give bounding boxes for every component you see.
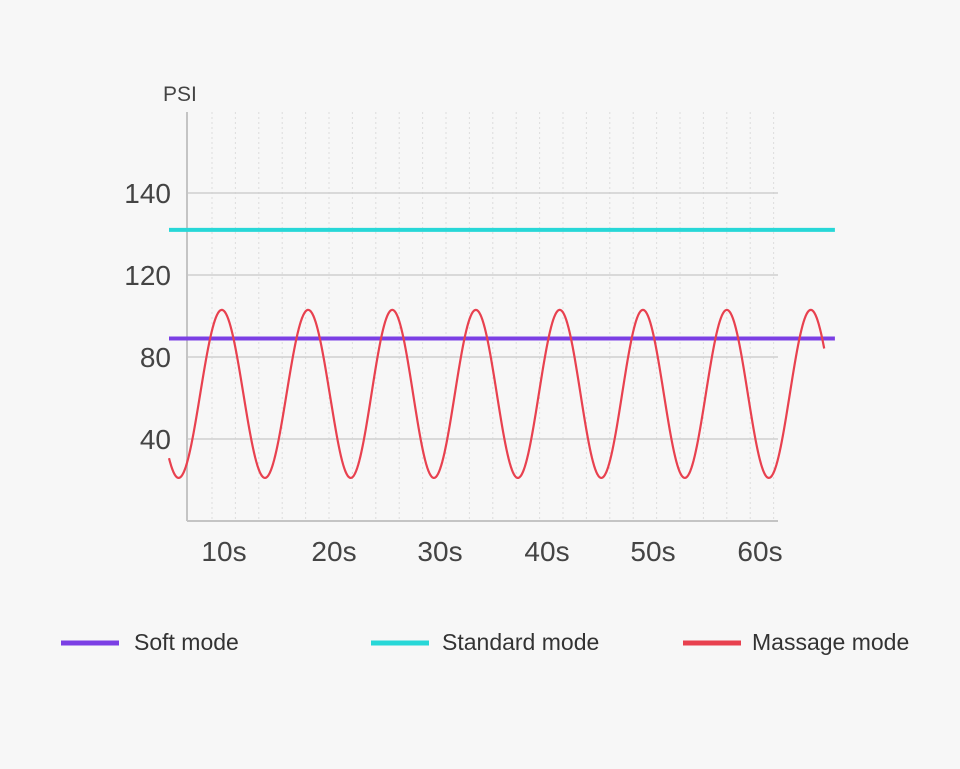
y-tick-label: 80: [140, 342, 171, 373]
x-tick-label: 60s: [737, 536, 782, 567]
x-tick-label: 40s: [524, 536, 569, 567]
x-tick-label: 30s: [417, 536, 462, 567]
series: [167, 227, 835, 480]
x-tick-label: 50s: [630, 536, 675, 567]
grid: [187, 112, 778, 521]
series-line-massage-mode: [167, 308, 826, 480]
y-tick-label: 140: [124, 178, 171, 209]
axes: PSI: [163, 83, 778, 522]
x-tick-label: 10s: [201, 536, 246, 567]
legend-label-standard-mode: Standard mode: [442, 629, 599, 655]
y-axis-label: PSI: [163, 83, 197, 106]
legend-label-soft-mode: Soft mode: [134, 629, 239, 655]
x-tick-label: 20s: [311, 536, 356, 567]
y-tick-label: 120: [124, 260, 171, 291]
tick-labels: 40 80 120 140 10s 20s 30s 40s 50s 60s: [124, 178, 782, 567]
legend: Soft mode Standard mode Massage mode: [61, 629, 909, 655]
y-tick-label: 40: [140, 424, 171, 455]
legend-label-massage-mode: Massage mode: [752, 629, 909, 655]
